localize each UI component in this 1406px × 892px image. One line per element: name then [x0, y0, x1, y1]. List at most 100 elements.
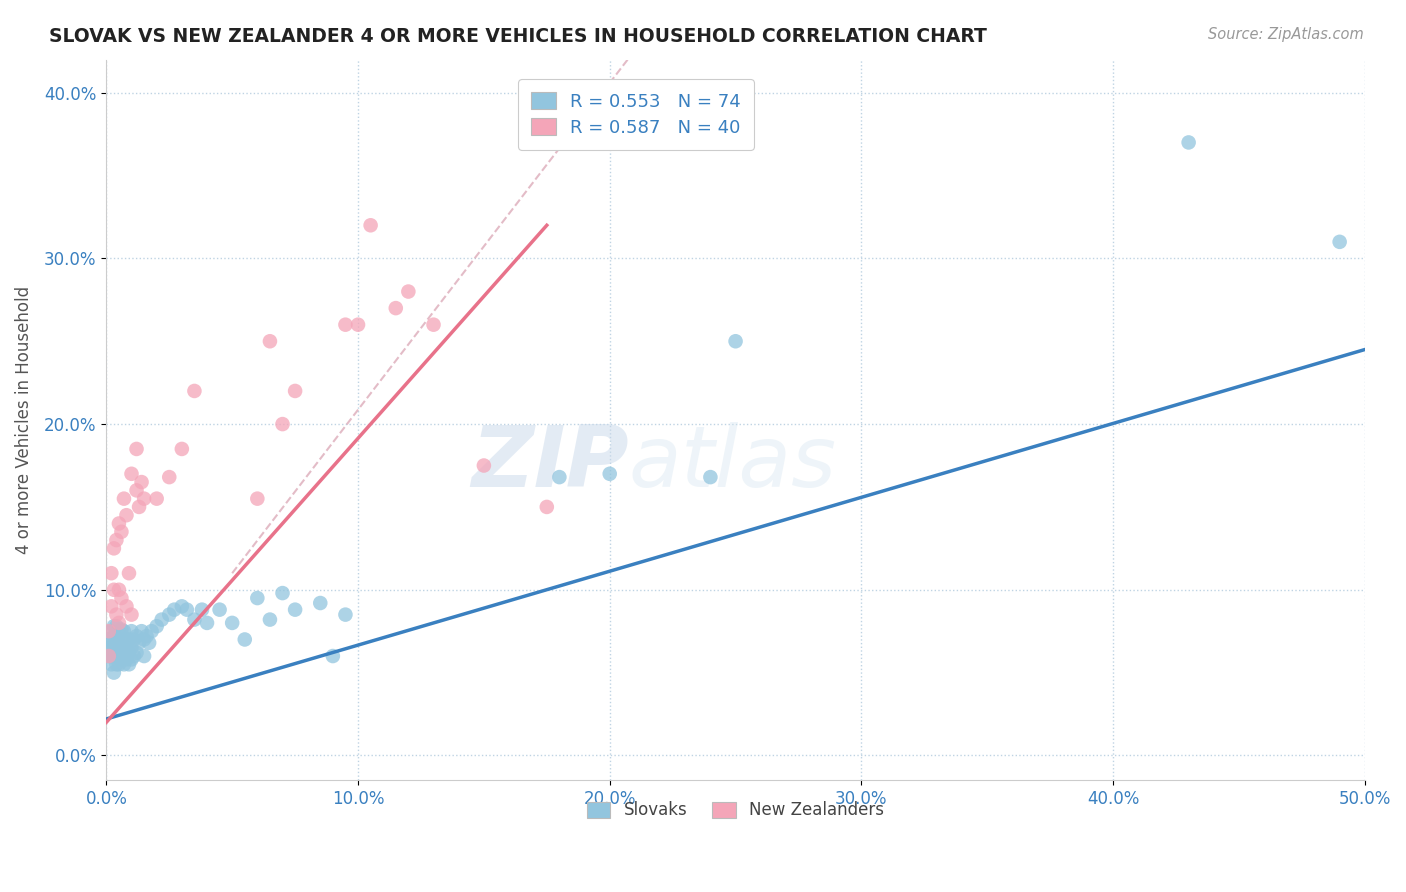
Point [108, 657, 131, 672]
Point [108, 582, 131, 597]
Point [108, 516, 131, 531]
Point [128, 500, 150, 514]
Point [110, 524, 132, 539]
Point [121, 652, 143, 666]
Point [105, 632, 128, 647]
Point [103, 619, 125, 633]
Point [141, 624, 163, 639]
Point [128, 636, 150, 650]
Point [115, 632, 138, 647]
Point [100, 624, 122, 639]
Point [112, 648, 135, 663]
Point [699, 470, 721, 484]
Point [105, 619, 128, 633]
Point [536, 500, 558, 514]
Point [105, 607, 128, 622]
Point [1329, 235, 1351, 249]
Point [112, 624, 135, 639]
Point [105, 648, 128, 663]
Point [121, 607, 143, 622]
Point [191, 602, 214, 616]
Point [103, 665, 125, 680]
Point [112, 657, 135, 672]
Point [100, 599, 122, 614]
Point [100, 636, 122, 650]
Point [118, 657, 141, 672]
Point [108, 615, 131, 630]
Point [176, 602, 198, 616]
Point [105, 533, 128, 547]
Text: Source: ZipAtlas.com: Source: ZipAtlas.com [1208, 27, 1364, 42]
Point [548, 470, 571, 484]
Point [115, 652, 138, 666]
Point [360, 219, 382, 233]
Point [112, 640, 135, 655]
Point [125, 483, 148, 498]
Point [105, 657, 128, 672]
Point [246, 491, 269, 506]
Point [132, 648, 155, 663]
Point [195, 615, 218, 630]
Point [100, 648, 122, 663]
Point [108, 648, 131, 663]
Point [115, 508, 138, 523]
Point [121, 467, 143, 481]
Point [208, 602, 231, 616]
Point [271, 586, 294, 600]
Point [170, 442, 193, 456]
Point [125, 646, 148, 660]
Point [97, 624, 120, 639]
Point [122, 648, 145, 663]
Point [322, 648, 344, 663]
Point [157, 607, 180, 622]
Point [100, 566, 122, 581]
Point [347, 318, 370, 332]
Point [233, 632, 256, 647]
Point [122, 632, 145, 647]
Point [108, 624, 131, 639]
Point [115, 599, 138, 614]
Point [335, 607, 357, 622]
Point [131, 624, 153, 639]
Point [97, 640, 120, 655]
Legend: Slovaks, New Zealanders: Slovaks, New Zealanders [581, 795, 891, 826]
Point [103, 582, 125, 597]
Point [145, 491, 167, 506]
Point [170, 599, 193, 614]
Point [309, 596, 332, 610]
Text: atlas: atlas [628, 422, 837, 505]
Point [422, 318, 444, 332]
Point [145, 619, 167, 633]
Point [103, 629, 125, 643]
Point [259, 334, 281, 349]
Point [97, 648, 120, 663]
Point [103, 640, 125, 655]
Point [246, 591, 269, 605]
Point [110, 644, 132, 658]
Point [138, 636, 160, 650]
Point [125, 442, 148, 456]
Point [103, 648, 125, 663]
Point [163, 602, 186, 616]
Point [271, 417, 294, 431]
Point [132, 491, 155, 506]
Point [1177, 136, 1199, 150]
Point [118, 646, 141, 660]
Point [135, 629, 157, 643]
Point [284, 602, 307, 616]
Point [132, 632, 155, 647]
Point [284, 384, 307, 398]
Point [110, 623, 132, 637]
Point [118, 566, 141, 581]
Point [115, 642, 138, 657]
Point [335, 318, 357, 332]
Text: SLOVAK VS NEW ZEALANDER 4 OR MORE VEHICLES IN HOUSEHOLD CORRELATION CHART: SLOVAK VS NEW ZEALANDER 4 OR MORE VEHICL… [49, 27, 987, 45]
Point [183, 384, 205, 398]
Point [112, 491, 135, 506]
Point [259, 613, 281, 627]
Point [157, 470, 180, 484]
Point [599, 467, 621, 481]
Point [125, 629, 148, 643]
Point [110, 591, 132, 605]
Text: ZIP: ZIP [471, 422, 628, 505]
